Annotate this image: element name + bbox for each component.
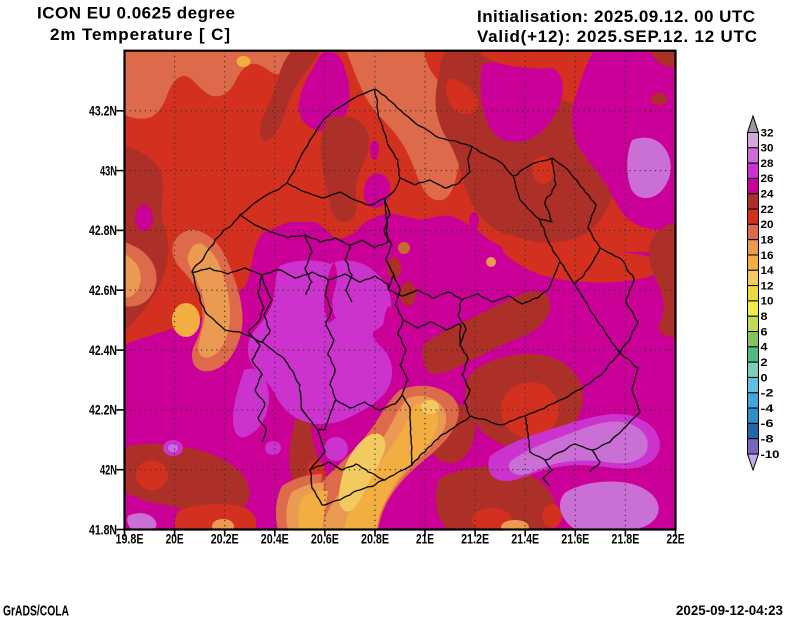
svg-text:22E: 22E <box>667 531 685 547</box>
svg-text:20E: 20E <box>166 531 184 547</box>
svg-text:43.2N: 43.2N <box>89 103 117 119</box>
svg-text:42.4N: 42.4N <box>89 342 117 358</box>
svg-text:21E: 21E <box>416 531 434 547</box>
svg-text:20: 20 <box>761 219 774 231</box>
svg-text:21.8E: 21.8E <box>611 531 639 547</box>
svg-text:-2: -2 <box>761 388 774 400</box>
svg-text:10: 10 <box>761 296 774 308</box>
svg-text:ICON EU 0.0625 degree: ICON EU 0.0625 degree <box>37 4 235 23</box>
svg-text:26: 26 <box>761 173 774 185</box>
svg-text:42.8N: 42.8N <box>89 222 117 238</box>
svg-text:20.6E: 20.6E <box>311 531 339 547</box>
svg-text:8: 8 <box>761 311 768 323</box>
svg-text:42.2N: 42.2N <box>89 402 117 418</box>
svg-text:20.4E: 20.4E <box>261 531 289 547</box>
svg-text:30: 30 <box>761 143 774 155</box>
svg-text:4: 4 <box>761 342 769 354</box>
svg-text:-10: -10 <box>761 449 780 461</box>
svg-text:21.4E: 21.4E <box>511 531 539 547</box>
svg-text:-8: -8 <box>761 434 774 446</box>
svg-text:20.8E: 20.8E <box>361 531 389 547</box>
svg-text:Valid(+12): 2025.SEP.12. 12 UT: Valid(+12): 2025.SEP.12. 12 UTC <box>477 27 757 46</box>
svg-text:21.6E: 21.6E <box>561 531 589 547</box>
svg-text:32: 32 <box>761 127 774 139</box>
svg-text:2025-09-12-04:23: 2025-09-12-04:23 <box>676 603 783 618</box>
svg-text:-4: -4 <box>761 403 775 415</box>
svg-text:19.8E: 19.8E <box>116 531 144 547</box>
svg-text:0: 0 <box>761 372 768 384</box>
svg-text:Initialisation: 2025.09.12. 00: Initialisation: 2025.09.12. 00 UTC <box>477 7 755 26</box>
svg-text:GrADS/COLA: GrADS/COLA <box>3 603 69 618</box>
svg-text:41.8N: 41.8N <box>89 521 117 537</box>
svg-text:21.2E: 21.2E <box>461 531 489 547</box>
svg-text:28: 28 <box>761 158 774 170</box>
svg-text:43N: 43N <box>100 162 117 178</box>
svg-text:14: 14 <box>761 265 775 277</box>
svg-text:2: 2 <box>761 357 768 369</box>
svg-text:22: 22 <box>761 204 774 216</box>
svg-text:42.6N: 42.6N <box>89 282 117 298</box>
svg-text:20.2E: 20.2E <box>211 531 239 547</box>
svg-text:12: 12 <box>761 280 774 292</box>
svg-text:42N: 42N <box>100 462 117 478</box>
svg-text:24: 24 <box>761 189 775 201</box>
svg-text:2m Temperature [ C]: 2m Temperature [ C] <box>50 25 230 44</box>
svg-text:6: 6 <box>761 326 768 338</box>
svg-text:-6: -6 <box>761 418 774 430</box>
svg-text:16: 16 <box>761 250 774 262</box>
svg-text:18: 18 <box>761 234 774 246</box>
